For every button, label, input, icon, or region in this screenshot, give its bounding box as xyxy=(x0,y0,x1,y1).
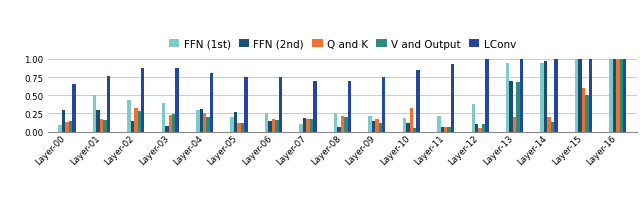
Bar xyxy=(162,103,165,132)
Bar xyxy=(278,78,282,132)
Bar xyxy=(196,110,200,132)
Bar xyxy=(575,60,579,132)
Bar xyxy=(310,120,313,132)
Bar xyxy=(303,118,307,132)
Bar xyxy=(244,78,248,132)
Bar xyxy=(516,83,520,132)
Bar xyxy=(62,110,65,132)
Bar xyxy=(612,60,616,132)
Bar xyxy=(509,82,513,132)
Bar xyxy=(609,60,612,132)
Bar xyxy=(447,127,451,132)
Bar xyxy=(265,114,268,132)
Bar xyxy=(475,125,479,132)
Bar xyxy=(275,120,278,132)
Bar xyxy=(440,127,444,132)
Bar xyxy=(479,128,482,132)
Bar xyxy=(127,100,131,132)
Bar xyxy=(93,95,96,132)
Bar xyxy=(520,60,523,132)
Bar xyxy=(200,110,203,132)
Bar xyxy=(307,119,310,132)
Bar xyxy=(413,128,417,132)
Bar xyxy=(203,114,206,132)
Bar xyxy=(444,128,447,132)
Bar xyxy=(585,96,589,132)
Bar xyxy=(472,104,475,132)
Bar xyxy=(451,65,454,132)
Bar xyxy=(241,123,244,132)
Bar xyxy=(175,68,179,132)
Bar xyxy=(165,126,168,132)
Bar xyxy=(513,118,516,132)
Bar xyxy=(378,123,382,132)
Bar xyxy=(268,121,272,132)
Bar xyxy=(313,82,317,132)
Bar xyxy=(206,118,210,132)
Bar xyxy=(589,60,592,132)
Bar xyxy=(485,60,489,132)
Bar xyxy=(544,62,547,132)
Bar xyxy=(272,119,275,132)
Bar xyxy=(506,63,509,132)
Bar xyxy=(230,118,234,132)
Bar xyxy=(540,63,544,132)
Bar xyxy=(482,125,485,132)
Bar xyxy=(68,122,72,132)
Bar xyxy=(234,112,237,132)
Bar xyxy=(417,70,420,132)
Bar xyxy=(100,119,103,132)
Bar xyxy=(337,127,340,132)
Bar xyxy=(582,89,585,132)
Bar xyxy=(344,118,348,132)
Bar xyxy=(547,118,550,132)
Bar xyxy=(382,78,385,132)
Bar xyxy=(406,123,410,132)
Bar xyxy=(72,85,76,132)
Bar xyxy=(65,123,68,132)
Bar xyxy=(403,118,406,132)
Bar xyxy=(334,114,337,132)
Bar xyxy=(138,112,141,132)
Bar xyxy=(168,115,172,132)
Bar xyxy=(131,122,134,132)
Bar xyxy=(103,120,106,132)
Bar xyxy=(368,116,372,132)
Bar xyxy=(554,60,557,132)
Bar xyxy=(141,69,145,132)
Bar xyxy=(300,125,303,132)
Bar xyxy=(410,108,413,132)
Bar xyxy=(134,109,138,132)
Bar xyxy=(375,120,378,132)
Bar xyxy=(550,123,554,132)
Bar xyxy=(96,110,100,132)
Bar xyxy=(372,121,375,132)
Bar xyxy=(106,77,110,132)
Bar xyxy=(620,60,623,132)
Legend: FFN (1st), FFN (2nd), Q and K, V and Output, LConv: FFN (1st), FFN (2nd), Q and K, V and Out… xyxy=(169,39,516,49)
Bar xyxy=(210,73,213,132)
Bar xyxy=(623,60,627,132)
Bar xyxy=(340,117,344,132)
Bar xyxy=(348,81,351,132)
Bar xyxy=(579,60,582,132)
Bar xyxy=(58,125,62,132)
Bar xyxy=(237,123,241,132)
Bar xyxy=(616,60,620,132)
Bar xyxy=(437,116,440,132)
Bar xyxy=(172,115,175,132)
